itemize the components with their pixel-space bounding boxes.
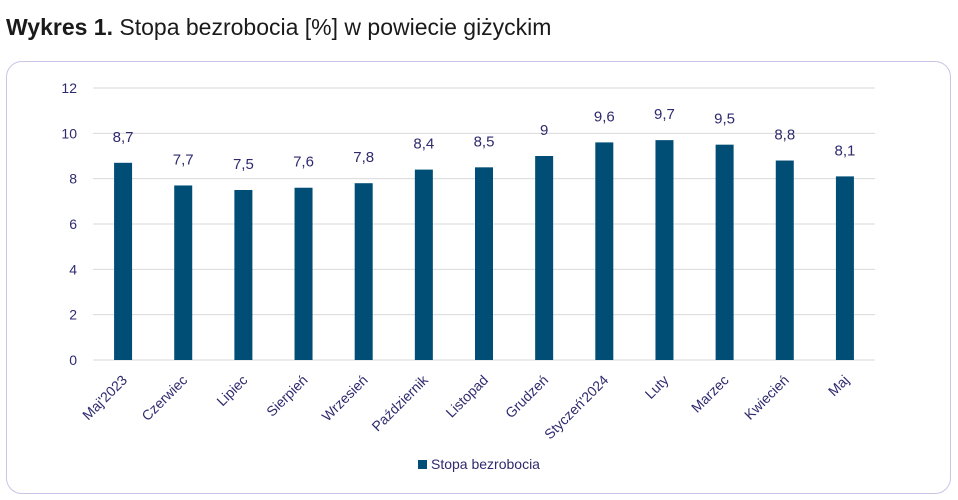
x-tick-label: Sierpień: [263, 372, 311, 420]
bar: [775, 160, 794, 360]
y-tick-label: 0: [69, 352, 77, 368]
data-label: 9: [540, 122, 548, 139]
data-label: 9,7: [654, 106, 675, 123]
data-label: 8,4: [413, 136, 434, 153]
x-tick-label: Kwiecień: [741, 372, 792, 423]
data-label: 7,6: [293, 154, 314, 171]
bar: [655, 140, 674, 360]
y-tick-label: 8: [69, 171, 77, 187]
x-tick-label: Marzec: [688, 372, 732, 416]
bar: [715, 144, 734, 360]
y-tick-label: 10: [61, 125, 77, 141]
x-tick-label: Czerwiec: [138, 372, 190, 424]
bar: [294, 187, 313, 360]
data-label: 8,5: [474, 133, 495, 150]
data-label: 8,7: [113, 129, 134, 146]
x-tick-label: Maj'2023: [79, 372, 130, 423]
bar: [835, 176, 854, 360]
bar: [354, 183, 373, 360]
x-tick-label: Październik: [368, 371, 431, 434]
bar: [595, 142, 614, 360]
legend-swatch: [418, 460, 427, 469]
x-tick-label: Maj: [825, 372, 852, 399]
y-tick-label: 6: [69, 216, 77, 232]
data-label: 8,8: [774, 127, 795, 144]
figure-title-text: Stopa bezrobocia [%] w powiecie giżyckim: [112, 14, 552, 40]
y-tick-label: 4: [69, 261, 77, 277]
data-label: 7,7: [173, 151, 194, 168]
data-label: 8,1: [834, 142, 855, 159]
bar: [535, 156, 554, 360]
y-tick-label: 2: [69, 307, 77, 323]
legend-label: Stopa bezrobocia: [431, 456, 540, 472]
x-tick-label: Grudzeń: [502, 372, 551, 421]
x-tick-label: Lipiec: [213, 372, 250, 409]
data-label: 7,8: [353, 149, 374, 166]
y-tick-label: 12: [61, 80, 77, 96]
data-label: 7,5: [233, 156, 254, 173]
bar: [234, 190, 253, 360]
x-tick-label: Wrzesień: [318, 372, 370, 424]
bar: [475, 167, 493, 360]
figure-title-number: Wykres 1.: [6, 14, 113, 40]
bar: [174, 185, 193, 360]
data-label: 9,6: [594, 108, 615, 125]
x-tick-label: Listopad: [442, 372, 491, 421]
figure-title: Wykres 1. Stopa bezrobocia [%] w powieci…: [6, 14, 551, 41]
x-tick-label: Luty: [642, 372, 672, 402]
bar: [114, 162, 133, 360]
data-label: 9,5: [714, 111, 735, 128]
x-tick-label: Styczeń'2024: [541, 372, 612, 443]
bar: [414, 169, 433, 360]
